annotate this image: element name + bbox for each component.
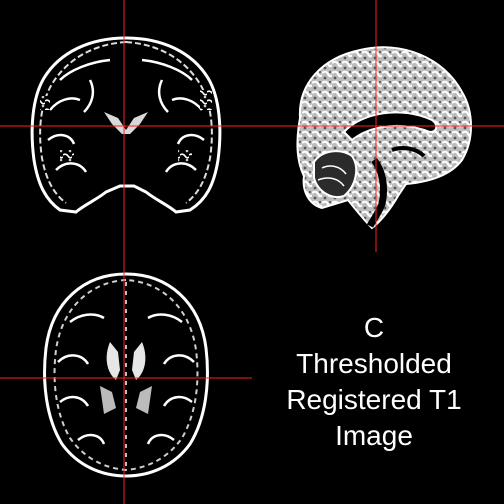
brain-axial-slice-icon <box>0 252 252 504</box>
axial-view[interactable] <box>0 252 252 504</box>
axial-outline <box>43 272 209 478</box>
coronal-outline <box>30 36 222 214</box>
figure-caption: C Thresholded Registered T1 Image <box>252 310 496 454</box>
sagittal-view[interactable] <box>252 0 504 252</box>
panel-letter: C <box>363 312 385 343</box>
caption-line-2: Registered T1 <box>286 384 462 415</box>
brain-coronal-slice-icon <box>0 0 252 252</box>
caption-line-1: Thresholded <box>296 348 452 379</box>
coronal-view[interactable] <box>0 0 252 252</box>
caption-line-3: Image <box>335 420 413 451</box>
brain-sagittal-slice-icon <box>252 0 504 252</box>
